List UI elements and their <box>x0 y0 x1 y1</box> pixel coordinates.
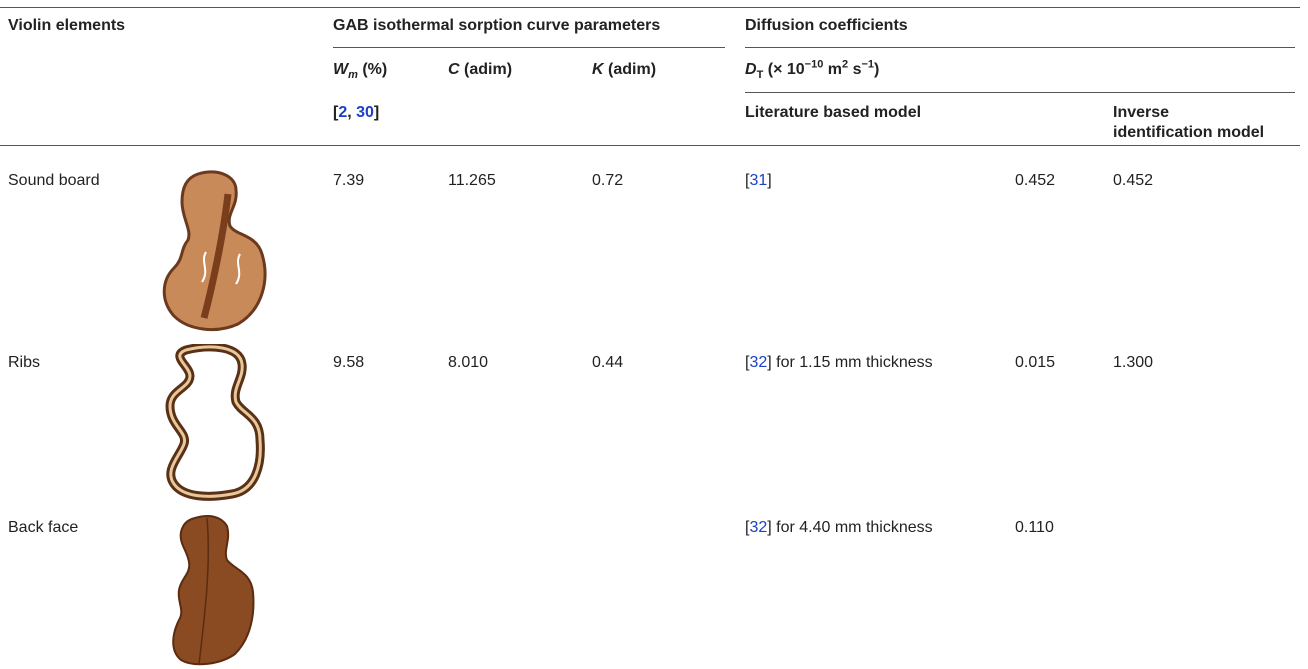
bracket: ] <box>767 519 772 536</box>
separator: , <box>347 104 357 121</box>
citation-link[interactable]: 32 <box>749 354 768 371</box>
symbol: C <box>448 61 460 78</box>
table-cell: [31] <box>745 171 772 191</box>
table-cell: 0.44 <box>592 354 624 371</box>
table-cell: Sound board <box>8 172 100 189</box>
header-cell: identification model <box>1113 124 1265 141</box>
header-cell: GAB isothermal sorption curve parameters <box>333 17 661 34</box>
unit: m <box>823 61 843 78</box>
bracket: ] <box>767 172 772 189</box>
gab-rule <box>333 47 725 48</box>
table-cell: Ribs <box>8 354 41 371</box>
table-cell: [32] for 4.40 mm thickness <box>745 518 933 538</box>
table-cell: 0.72 <box>592 172 624 189</box>
subscript: T <box>756 69 764 82</box>
unit: (adim) <box>464 61 513 78</box>
bracket: [ <box>333 104 339 121</box>
citation-link[interactable]: 32 <box>749 519 768 536</box>
unit: ) <box>874 61 880 78</box>
bracket: ] <box>373 104 380 121</box>
header-cell: Inverse <box>1113 104 1170 121</box>
table-cell: 0.452 <box>1015 172 1056 189</box>
header-cell: Literature based model <box>745 104 922 121</box>
table-cell: [32] for 1.15 mm thickness <box>745 353 933 373</box>
header-cell: K (adim) <box>592 60 656 80</box>
ribs-image <box>165 344 265 501</box>
citation-link[interactable]: 31 <box>749 172 768 189</box>
subscript: m <box>348 69 358 82</box>
back-face-image <box>172 515 255 666</box>
table-cell: 11.265 <box>448 172 496 189</box>
header-cell: Wm (%) <box>333 60 388 82</box>
bracket: [ <box>745 519 750 536</box>
unit: (adim) <box>608 61 657 78</box>
citation-link[interactable]: 30 <box>356 104 374 121</box>
table-cell: Back face <box>8 519 79 536</box>
table-cell: 1.300 <box>1113 354 1154 371</box>
reference-note: for 4.40 mm thickness <box>771 519 933 536</box>
reference-note: for 1.15 mm thickness <box>771 354 933 371</box>
header-rule <box>0 145 1300 146</box>
dt-rule <box>745 92 1295 93</box>
table-cell: 8.010 <box>448 354 489 371</box>
table-cell: 7.39 <box>333 172 365 189</box>
bracket: [ <box>745 172 750 189</box>
unit: s <box>848 61 862 78</box>
symbol: W <box>333 61 349 78</box>
unit: −10 <box>804 58 824 71</box>
table-cell: 9.58 <box>333 354 365 371</box>
symbol: K <box>592 61 604 78</box>
table-cell: 0.110 <box>1015 519 1054 536</box>
table-cell: 0.452 <box>1113 172 1154 189</box>
header-cell: [2, 30] <box>333 103 379 123</box>
header-cell: DT (× 10−10 m2 s−1) <box>745 58 880 82</box>
header-cell: Diffusion coefficients <box>745 17 908 34</box>
table-cell: 0.015 <box>1015 354 1056 371</box>
unit: −1 <box>861 58 875 71</box>
bracket: [ <box>745 354 750 371</box>
sound-board-image <box>162 170 267 331</box>
symbol: D <box>745 61 757 78</box>
unit: (× 10 <box>767 61 805 78</box>
header-cell: Violin elements <box>8 17 126 34</box>
top-rule <box>0 7 1300 8</box>
header-cell: C (adim) <box>448 60 512 80</box>
bracket: ] <box>767 354 772 371</box>
unit: 2 <box>842 58 849 71</box>
diffusion-rule <box>745 47 1295 48</box>
citation-link[interactable]: 2 <box>338 104 348 121</box>
unit: (%) <box>362 61 388 78</box>
